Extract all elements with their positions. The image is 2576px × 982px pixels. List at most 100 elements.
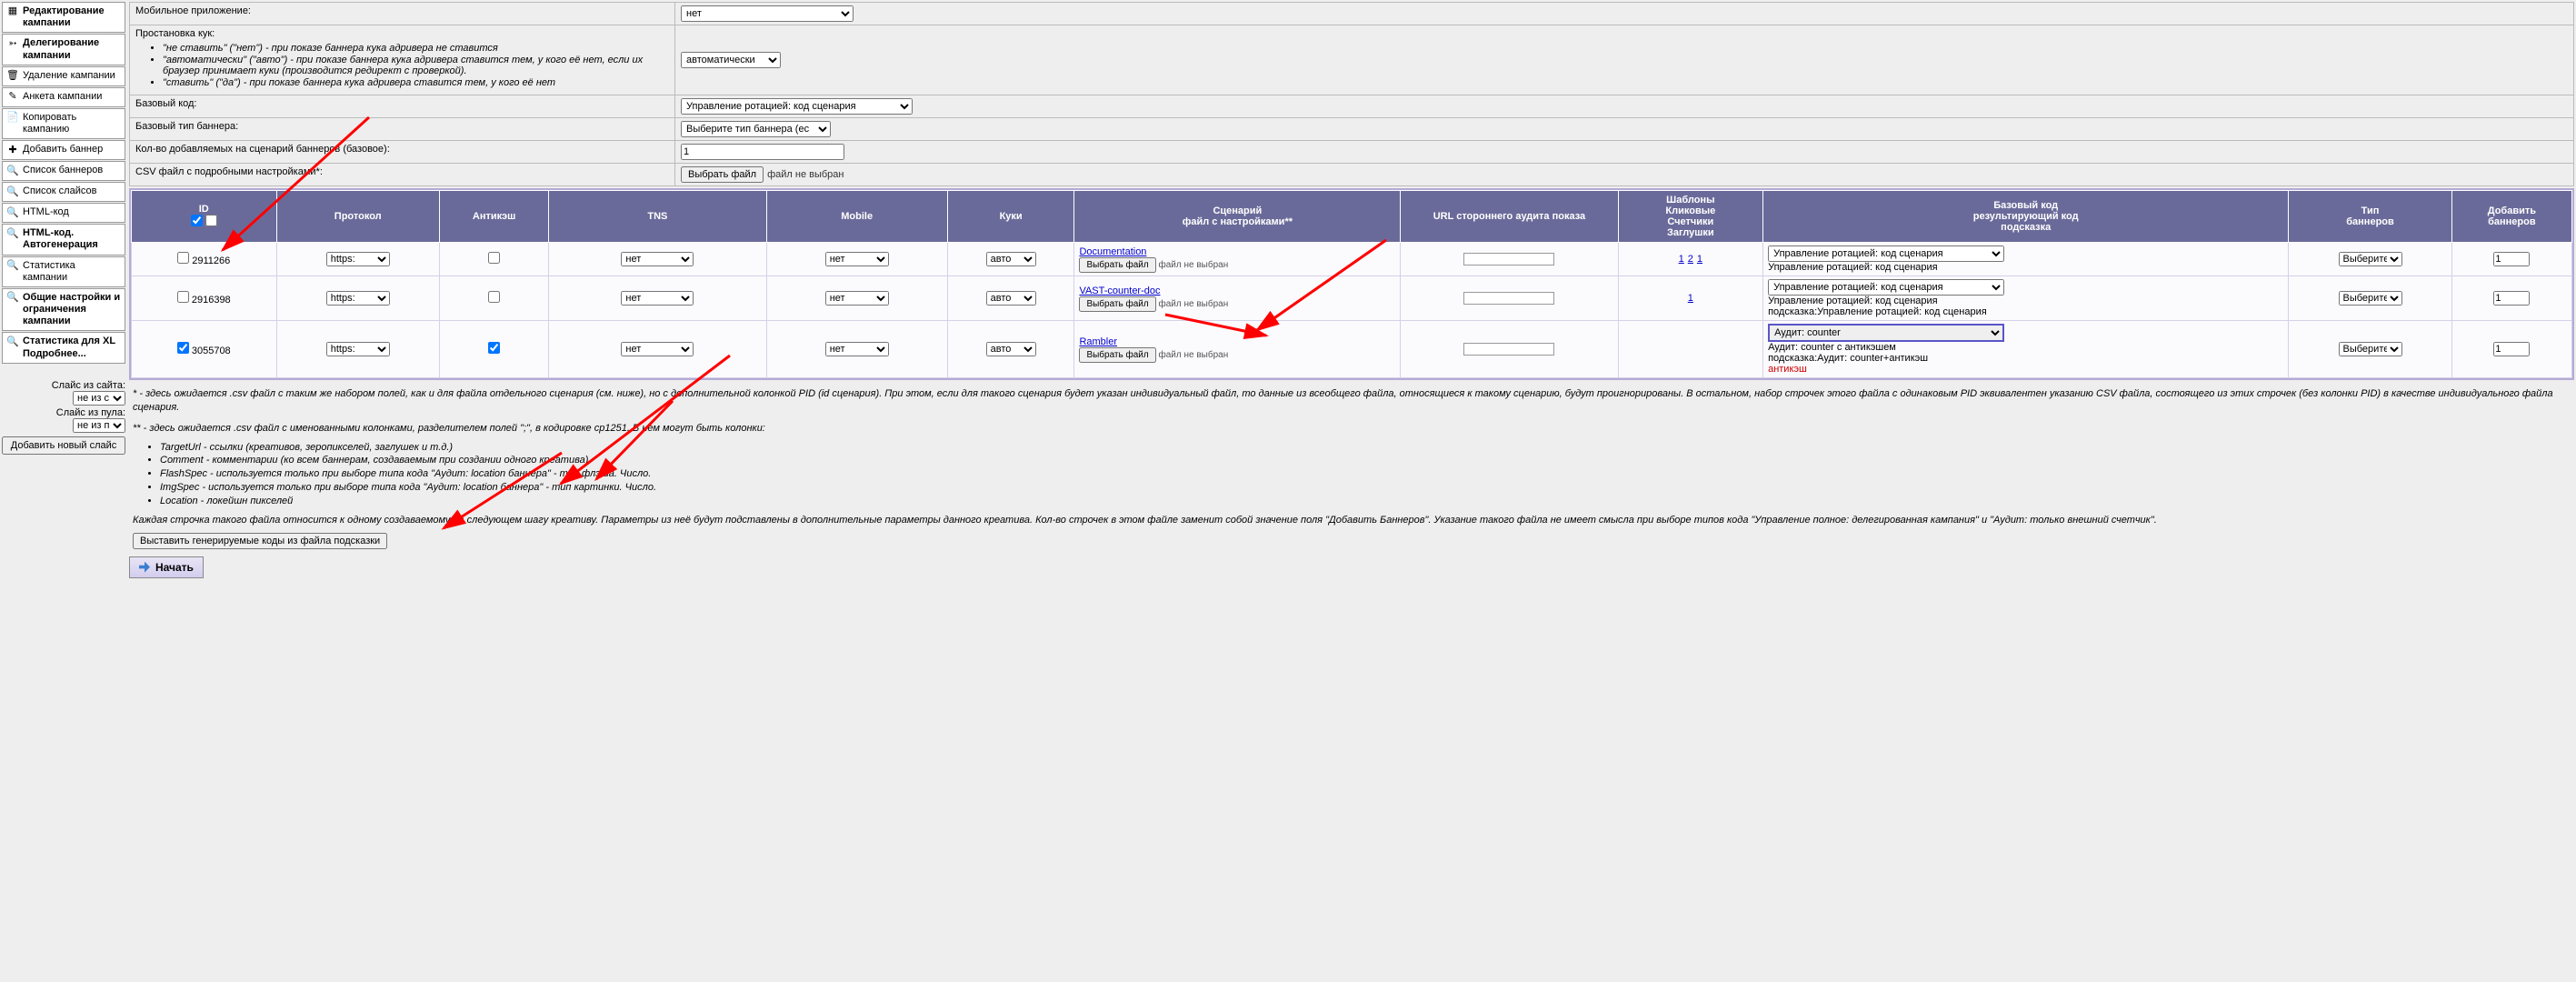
search-icon: 🔍: [6, 185, 19, 198]
grid-icon: ▦: [6, 5, 19, 18]
tns-select[interactable]: нет: [621, 342, 694, 356]
add-count-input[interactable]: [2493, 291, 2530, 306]
search-icon: 🔍: [6, 227, 19, 240]
table-row: 2916398https:нетнетавтоVAST-counter-doc …: [132, 276, 2572, 321]
template-link[interactable]: 1: [1697, 254, 1702, 265]
code-select[interactable]: Аудит: counter: [1768, 324, 2004, 342]
header-check-secondary[interactable]: [205, 215, 217, 226]
csv-file-button[interactable]: Выбрать файл: [681, 166, 764, 183]
type-select[interactable]: Выберите: [2339, 291, 2402, 306]
row-file-button[interactable]: Выбрать файл: [1079, 296, 1155, 312]
base-type-select[interactable]: Выберите тип баннера (ес: [681, 121, 831, 137]
nav-item-1[interactable]: ➳Делегирование кампании: [2, 34, 125, 65]
note-2: ** - здесь ожидается .csv файл с именова…: [133, 422, 2571, 436]
settings-form: Мобильное приложение: нет Простановка ку…: [129, 2, 2574, 186]
search-icon: 🔍: [6, 260, 19, 273]
row-file-status: файл не выбран: [1159, 350, 1229, 360]
nav-label: Статистика кампании: [23, 260, 121, 284]
nav-label: Анкета кампании: [23, 91, 102, 103]
scenario-link[interactable]: VAST-counter-doc: [1079, 286, 1160, 296]
count-input[interactable]: [681, 144, 844, 160]
nav-label: HTML-код. Автогенерация: [23, 227, 121, 251]
search-icon: 🔍: [6, 165, 19, 177]
main-content: Мобильное приложение: нет Простановка ку…: [127, 0, 2576, 586]
type-select[interactable]: Выберите: [2339, 342, 2402, 356]
csv-file-status: файл не выбран: [767, 169, 844, 180]
tns-select[interactable]: нет: [621, 291, 694, 306]
nav-item-9[interactable]: 🔍 HTML-код. Автогенерация: [2, 224, 125, 255]
nav-label: Статистика для XL Подробнее...: [23, 336, 121, 359]
base-code-select[interactable]: Управление ротацией: код сценария: [681, 98, 913, 115]
audit-url-input[interactable]: [1463, 292, 1554, 305]
code-select[interactable]: Управление ротацией: код сценария: [1768, 279, 2004, 296]
nav-item-7[interactable]: 🔍 Список слайсов: [2, 182, 125, 202]
cookies-label: Простановка кук:: [135, 28, 669, 39]
tns-select[interactable]: нет: [621, 252, 694, 266]
nav-item-11[interactable]: 🔍Общие настройки и ограничения кампании: [2, 288, 125, 332]
trash-icon: 🗑: [6, 70, 19, 83]
anticache-check[interactable]: [488, 291, 500, 303]
nav-label: Редактирование кампании: [23, 5, 121, 29]
sidebar: ▦ Редактирование кампании ➳Делегирование к…: [0, 0, 127, 586]
slice-site-select[interactable]: не из с: [73, 391, 125, 406]
row-file-button[interactable]: Выбрать файл: [1079, 347, 1155, 363]
template-link[interactable]: 1: [1688, 293, 1693, 304]
anticache-check[interactable]: [488, 342, 500, 354]
cookies-row-select[interactable]: авто: [986, 291, 1036, 306]
start-button[interactable]: Начать: [129, 556, 204, 578]
anticache-check[interactable]: [488, 252, 500, 264]
row-check[interactable]: [177, 291, 189, 303]
template-link[interactable]: 2: [1688, 254, 1693, 265]
nav-label: Общие настройки и ограничения кампании: [23, 292, 121, 328]
proto-select[interactable]: https:: [326, 291, 390, 306]
add-slice-button[interactable]: Добавить новый слайс: [2, 436, 125, 455]
slice-site-label: Слайс из сайта:: [52, 380, 125, 391]
proto-select[interactable]: https:: [326, 342, 390, 356]
nav-label: Список слайсов: [23, 185, 96, 197]
pencil-icon: ✎: [6, 91, 19, 104]
add-count-input[interactable]: [2493, 342, 2530, 356]
nav-item-6[interactable]: 🔍 Список баннеров: [2, 161, 125, 181]
note-3: Каждая строчка такого файла относится к …: [133, 514, 2571, 527]
cookies-row-select[interactable]: авто: [986, 252, 1036, 266]
header-check-all[interactable]: [191, 215, 203, 226]
row-check[interactable]: [177, 252, 189, 264]
mobile-select[interactable]: нет: [681, 5, 854, 22]
scenario-link[interactable]: Rambler: [1079, 336, 1117, 347]
nav-item-5[interactable]: ✚ Добавить баннер: [2, 140, 125, 160]
nav-label: Удаление кампании: [23, 70, 115, 82]
nav-item-0[interactable]: ▦ Редактирование кампании: [2, 2, 125, 33]
slice-pool-select[interactable]: не из п: [73, 418, 125, 433]
row-file-button[interactable]: Выбрать файл: [1079, 257, 1155, 273]
nav-item-10[interactable]: 🔍 Статистика кампании: [2, 256, 125, 287]
nav-item-12[interactable]: 🔍 Статистика для XL Подробнее...: [2, 332, 125, 363]
template-link[interactable]: 1: [1679, 254, 1684, 265]
nav-item-2[interactable]: 🗑 Удаление кампании: [2, 66, 125, 86]
proto-select[interactable]: https:: [326, 252, 390, 266]
audit-url-input[interactable]: [1463, 343, 1554, 356]
code-select[interactable]: Управление ротацией: код сценария: [1768, 246, 2004, 262]
generate-codes-button[interactable]: Выставить генерируемые коды из файла под…: [133, 533, 387, 549]
row-check[interactable]: [177, 342, 189, 354]
copy-icon: 📄: [6, 112, 19, 125]
mobile-row-select[interactable]: нет: [825, 342, 889, 356]
nav-label: Добавить баннер: [23, 144, 103, 155]
audit-url-input[interactable]: [1463, 253, 1554, 266]
type-select[interactable]: Выберите: [2339, 252, 2402, 266]
arrow-icon: ➳: [6, 37, 19, 50]
nav-item-3[interactable]: ✎ Анкета кампании: [2, 87, 125, 107]
mobile-row-select[interactable]: нет: [825, 252, 889, 266]
nav-item-8[interactable]: 🔍HTML-код: [2, 203, 125, 223]
add-count-input[interactable]: [2493, 252, 2530, 266]
cookies-select[interactable]: автоматически: [681, 52, 781, 68]
mobile-label: Мобильное приложение:: [130, 3, 675, 25]
mobile-row-select[interactable]: нет: [825, 291, 889, 306]
nav-label: Список баннеров: [23, 165, 103, 176]
nav-item-4[interactable]: 📄Копировать кампанию: [2, 108, 125, 139]
search-icon: 🔍: [6, 336, 19, 348]
note-1: * - здесь ожидается .csv файл с таким же…: [133, 387, 2571, 415]
scenario-link[interactable]: Documentation: [1079, 246, 1146, 257]
base-type-label: Базовый тип баннера:: [130, 118, 675, 141]
plus-icon: ✚: [6, 144, 19, 156]
cookies-row-select[interactable]: авто: [986, 342, 1036, 356]
